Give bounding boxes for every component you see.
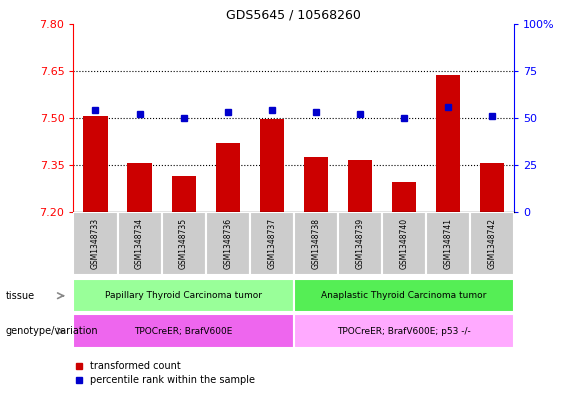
Text: GSM1348740: GSM1348740 (399, 218, 408, 269)
Text: GSM1348738: GSM1348738 (311, 218, 320, 269)
Bar (338, 212, 382, 275)
Bar (348, 160, 372, 212)
Bar (172, 176, 195, 212)
Text: GSM1348742: GSM1348742 (488, 218, 497, 269)
Bar (382, 212, 426, 275)
Text: TPOCreER; BrafV600E; p53 -/-: TPOCreER; BrafV600E; p53 -/- (337, 327, 471, 336)
Text: tissue: tissue (6, 291, 35, 301)
Bar (84, 116, 107, 212)
Text: transformed count: transformed count (90, 361, 181, 371)
Title: GDS5645 / 10568260: GDS5645 / 10568260 (227, 8, 361, 21)
Text: GSM1348737: GSM1348737 (267, 218, 276, 269)
Text: GSM1348741: GSM1348741 (444, 218, 453, 269)
Bar (73, 212, 118, 275)
Text: percentile rank within the sample: percentile rank within the sample (90, 375, 255, 385)
Bar (73, 279, 294, 312)
Bar (260, 119, 284, 212)
Text: GSM1348736: GSM1348736 (223, 218, 232, 269)
Text: Anaplastic Thyroid Carcinoma tumor: Anaplastic Thyroid Carcinoma tumor (321, 291, 486, 300)
Bar (216, 143, 240, 212)
Bar (294, 314, 514, 348)
Text: genotype/variation: genotype/variation (6, 326, 98, 336)
Text: GSM1348733: GSM1348733 (91, 218, 100, 269)
Bar (426, 212, 470, 275)
Bar (162, 212, 206, 275)
Text: GSM1348739: GSM1348739 (355, 218, 364, 269)
Bar (392, 182, 416, 212)
Bar (73, 314, 294, 348)
Text: TPOCreER; BrafV600E: TPOCreER; BrafV600E (134, 327, 233, 336)
Bar (294, 212, 338, 275)
Bar (128, 163, 151, 212)
Text: GSM1348735: GSM1348735 (179, 218, 188, 269)
Bar (470, 212, 514, 275)
Text: GSM1348734: GSM1348734 (135, 218, 144, 269)
Bar (304, 157, 328, 212)
Bar (480, 163, 504, 212)
Bar (206, 212, 250, 275)
Bar (250, 212, 294, 275)
Bar (294, 279, 514, 312)
Text: Papillary Thyroid Carcinoma tumor: Papillary Thyroid Carcinoma tumor (105, 291, 262, 300)
Bar (436, 75, 460, 212)
Bar (118, 212, 162, 275)
